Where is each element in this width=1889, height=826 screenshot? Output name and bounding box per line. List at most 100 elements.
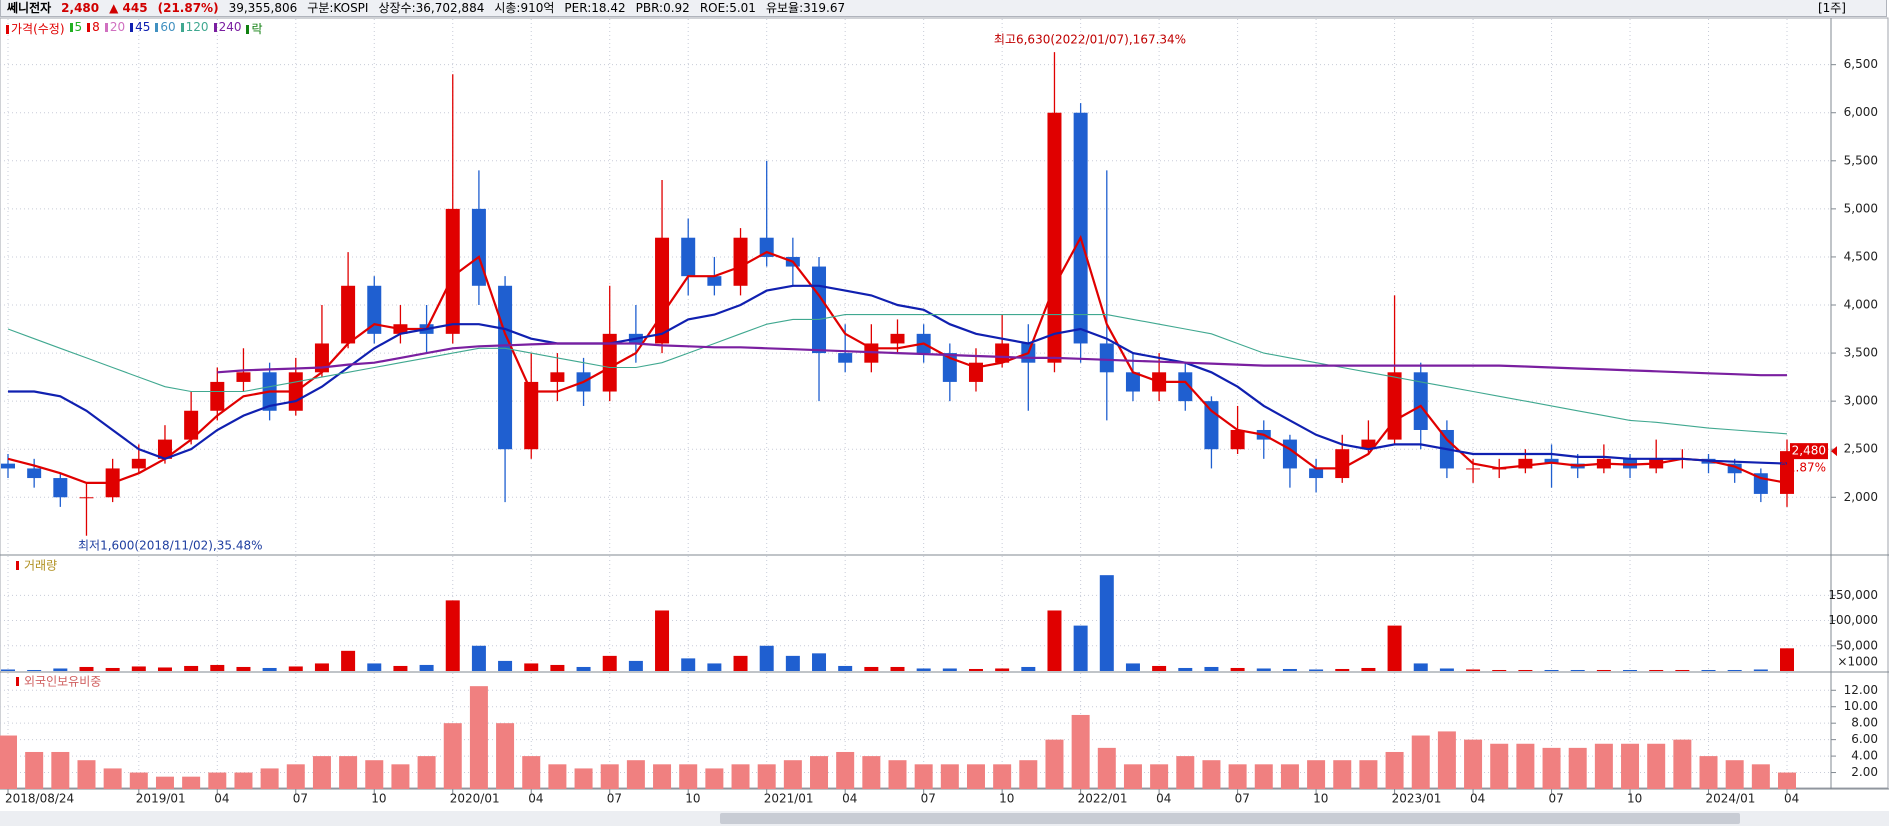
bar (524, 663, 539, 671)
candle-body (1230, 429, 1245, 450)
bar (576, 666, 591, 671)
candle-body (707, 276, 722, 286)
candle-body (1047, 112, 1062, 363)
change: ▲ 445 (109, 1, 148, 15)
header-bar: 쎄니전자 2,480 ▲ 445 (21.87%) 39,355,806 구분:… (0, 0, 1887, 17)
candle-body (341, 285, 356, 344)
bar (1228, 764, 1247, 789)
bar (838, 665, 853, 671)
shares: 상장수:36,702,884 (378, 1, 485, 15)
x-tick-label: 07 (1549, 792, 1564, 806)
bar (419, 664, 434, 671)
y-tick-label: 10.00 (1844, 699, 1878, 713)
bar (155, 776, 174, 789)
bar (1387, 625, 1402, 671)
candle-body (838, 353, 853, 363)
pane-marker (16, 677, 19, 686)
bar (1490, 743, 1509, 789)
x-tick-label: 2024/01 (1706, 792, 1756, 806)
bar (995, 668, 1010, 671)
candle-body (602, 333, 617, 392)
x-tick-label: 04 (842, 792, 857, 806)
bar (548, 764, 567, 789)
candle-body (210, 381, 225, 411)
bar (757, 764, 776, 789)
price: 2,480 (61, 1, 100, 15)
bar (1594, 743, 1613, 789)
bar (1073, 625, 1088, 671)
bar (103, 768, 122, 789)
bar (182, 776, 201, 789)
bar (1673, 739, 1692, 789)
bar (260, 768, 279, 789)
bar (733, 655, 748, 671)
pane-marker (16, 561, 19, 570)
legend-item: 20 (104, 20, 125, 37)
bar (1675, 669, 1690, 671)
bar (1649, 669, 1664, 671)
bar (550, 664, 565, 671)
candle-body (550, 372, 565, 382)
period-button[interactable]: [1주] (1817, 1, 1846, 15)
bar (1780, 648, 1794, 671)
bar (79, 666, 94, 671)
legend-item: 5 (69, 20, 82, 37)
bar (1568, 747, 1587, 789)
scroll-thumb[interactable] (720, 813, 1740, 824)
legend-swatch (246, 25, 250, 34)
bar (942, 668, 957, 671)
bar (1437, 731, 1456, 789)
ma-line (217, 342, 1787, 377)
x-tick-label: 04 (1156, 792, 1171, 806)
legend-item: 120 (180, 20, 209, 37)
x-tick-label: 10 (685, 792, 700, 806)
bar (1647, 743, 1666, 789)
x-tick-label: 07 (293, 792, 308, 806)
candle-body (1387, 372, 1402, 440)
bar (783, 760, 802, 789)
bar (1699, 756, 1718, 789)
legend-item: 가격(수정) (6, 20, 65, 37)
pane-title: 거래량 (24, 559, 57, 573)
bar (890, 666, 905, 671)
legend-item: 8 (87, 20, 100, 37)
candle-body (1178, 372, 1193, 402)
legend-label: 60 (160, 20, 176, 34)
bar (1411, 735, 1430, 789)
bar (810, 756, 829, 789)
bar (653, 764, 672, 789)
candle-body (1727, 463, 1742, 474)
bar (1309, 669, 1324, 671)
bar (731, 764, 750, 789)
bar (417, 756, 436, 789)
stock-name: 쎄니전자 (7, 1, 52, 15)
bar (1019, 760, 1038, 789)
candle-body (1518, 458, 1533, 469)
last-price-pointer (1831, 446, 1837, 457)
legend-label: 락 (251, 22, 263, 36)
bar (1047, 610, 1062, 671)
candle-body (236, 372, 251, 382)
ma-line (7, 314, 1788, 435)
bar (1097, 747, 1116, 789)
x-tick-label: 10 (371, 792, 386, 806)
volume: 39,355,806 (228, 1, 298, 15)
y-tick-label: 6,000 (1844, 105, 1878, 119)
bar (785, 655, 800, 671)
y-tick-label: 4.00 (1851, 749, 1878, 763)
bar (184, 665, 199, 671)
bar (1333, 760, 1352, 789)
legend-swatch (155, 23, 159, 32)
candle-body (131, 458, 146, 469)
roe: ROE:5.01 (699, 1, 756, 15)
bar (469, 686, 488, 789)
bar (1466, 669, 1481, 671)
legend-label: 가격(수정) (11, 22, 65, 36)
bar (1492, 669, 1507, 671)
bar (391, 764, 410, 789)
bar (705, 768, 724, 789)
legend-swatch (69, 23, 73, 32)
bar (1542, 747, 1561, 789)
bar (1623, 669, 1638, 671)
x-tick-label: 04 (1470, 792, 1485, 806)
